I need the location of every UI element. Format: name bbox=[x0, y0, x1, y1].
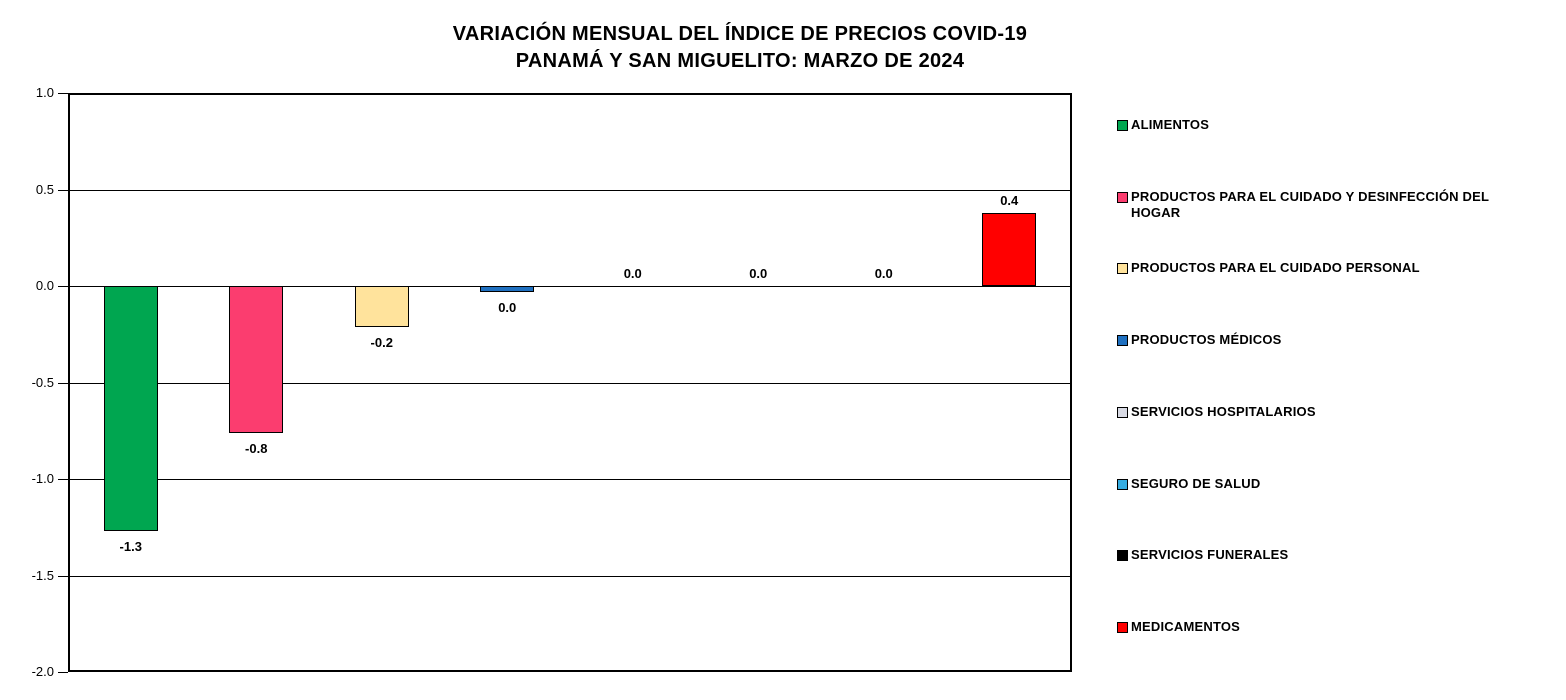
y-tick-mark bbox=[58, 382, 68, 384]
legend-label-servicios-funerales: SERVICIOS FUNERALES bbox=[1131, 547, 1289, 563]
legend-swatch-productos-para-el-cuidado-y-desinfeccion-del-hogar bbox=[1117, 191, 1128, 203]
y-tick-label: -1.0 bbox=[31, 471, 54, 486]
gridline bbox=[70, 189, 1070, 191]
gridline bbox=[70, 575, 1070, 577]
bar-alimentos bbox=[103, 286, 158, 532]
y-tick-mark bbox=[58, 672, 68, 673]
legend-item-alimentos: ALIMENTOS bbox=[1117, 117, 1537, 134]
gridline bbox=[70, 286, 1070, 287]
y-tick-mark bbox=[58, 93, 68, 94]
legend-label-alimentos: ALIMENTOS bbox=[1131, 117, 1210, 132]
bar-medicamentos bbox=[982, 212, 1037, 286]
legend-item-productos-medicos: PRODUCTOS MÉDICOS bbox=[1117, 332, 1537, 349]
y-tick-label: 0.0 bbox=[35, 278, 54, 293]
legend-label-servicios-hospitalarios: SERVICIOS HOSPITALARIOS bbox=[1131, 403, 1316, 419]
legend-swatch-seguro-de-salud bbox=[1117, 478, 1128, 490]
legend-swatch-servicios-funerales bbox=[1117, 550, 1128, 562]
y-tick-label: 0.5 bbox=[35, 181, 54, 197]
legend-item-seguro-de-salud: SEGURO DE SALUD bbox=[1117, 476, 1537, 493]
legend-swatch-alimentos bbox=[1117, 120, 1128, 131]
legend-item-productos-para-el-cuidado-personal: PRODUCTOS PARA EL CUIDADO PERSONAL bbox=[1117, 260, 1537, 277]
bar-productos-medicos bbox=[480, 286, 535, 292]
chart-title: VARIACIÓN MENSUAL DEL ÍNDICE DE PRECIOS … bbox=[60, 21, 1420, 75]
y-tick-label: -0.5 bbox=[31, 374, 54, 390]
value-label-productos-para-el-cuidado-personal: -0.2 bbox=[370, 334, 393, 350]
legend-label-productos-para-el-cuidado-personal: PRODUCTOS PARA EL CUIDADO PERSONAL bbox=[1131, 260, 1420, 276]
value-label-seguro-de-salud: 0.0 bbox=[749, 266, 768, 281]
chart-title-line2: PANAMÁ Y SAN MIGUELITO: MARZO DE 2024 bbox=[515, 50, 965, 72]
legend-swatch-productos-medicos bbox=[1117, 335, 1128, 347]
gridline bbox=[70, 479, 1070, 480]
y-tick-label: -1.5 bbox=[31, 567, 54, 583]
legend-label-productos-medicos: PRODUCTOS MÉDICOS bbox=[1131, 332, 1282, 348]
value-label-productos-para-el-cuidado-y-desinfeccion-del-hogar: -0.8 bbox=[245, 440, 268, 456]
legend-swatch-medicamentos bbox=[1117, 621, 1128, 633]
plot-area bbox=[68, 93, 1072, 672]
y-tick-label: -2.0 bbox=[31, 664, 54, 679]
legend-item-servicios-funerales: SERVICIOS FUNERALES bbox=[1117, 547, 1537, 564]
value-label-productos-medicos: 0.0 bbox=[498, 299, 517, 315]
value-label-alimentos: -1.3 bbox=[119, 539, 142, 555]
value-label-servicios-funerales: 0.0 bbox=[874, 266, 893, 281]
legend-label-productos-para-el-cuidado-y-desinfeccion-del-hogar: PRODUCTOS PARA EL CUIDADO Y DESINFECCIÓN… bbox=[1131, 188, 1489, 221]
legend-item-medicamentos: MEDICAMENTOS bbox=[1117, 619, 1537, 636]
y-tick-mark bbox=[58, 189, 68, 191]
legend-swatch-servicios-hospitalarios bbox=[1117, 406, 1128, 418]
y-tick-mark bbox=[58, 286, 68, 287]
chart-title-line1: VARIACIÓN MENSUAL DEL ÍNDICE DE PRECIOS … bbox=[452, 23, 1028, 45]
legend-swatch-productos-para-el-cuidado-personal bbox=[1117, 263, 1128, 275]
legend-item-productos-para-el-cuidado-y-desinfeccion-del-hogar: PRODUCTOS PARA EL CUIDADO Y DESINFECCIÓN… bbox=[1117, 189, 1537, 222]
bar-productos-para-el-cuidado-personal bbox=[354, 286, 409, 327]
legend-item-servicios-hospitalarios: SERVICIOS HOSPITALARIOS bbox=[1117, 404, 1537, 421]
value-label-servicios-hospitalarios: 0.0 bbox=[623, 266, 642, 281]
value-label-medicamentos: 0.4 bbox=[1000, 192, 1019, 208]
legend-label-medicamentos: MEDICAMENTOS bbox=[1131, 618, 1241, 634]
y-tick-label: 1.0 bbox=[35, 85, 54, 100]
legend-label-seguro-de-salud: SEGURO DE SALUD bbox=[1131, 475, 1261, 491]
y-tick-mark bbox=[58, 575, 68, 577]
y-tick-mark bbox=[58, 479, 68, 480]
gridline bbox=[70, 382, 1070, 384]
bar-productos-para-el-cuidado-y-desinfeccion-del-hogar bbox=[229, 286, 284, 433]
